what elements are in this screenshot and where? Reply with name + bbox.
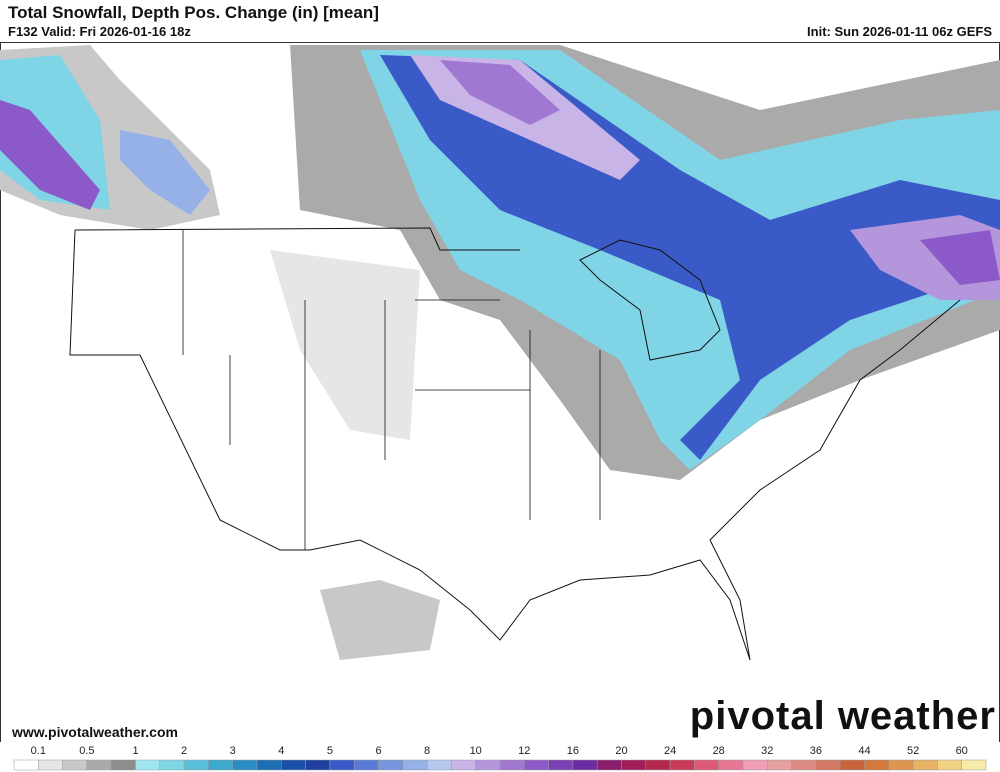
- legend-swatch: [548, 759, 574, 771]
- legend-label: 10: [470, 745, 482, 757]
- brand: pivotal weather: [689, 694, 996, 738]
- legend-swatch: [110, 759, 136, 771]
- legend-swatch: [961, 759, 987, 771]
- legend-swatch: [38, 759, 63, 771]
- website: www.pivotalweather.com: [12, 724, 178, 740]
- snow-area: [320, 580, 440, 660]
- legend-label: 28: [713, 745, 725, 757]
- legend-swatch: [13, 759, 39, 771]
- map-title: Total Snowfall, Depth Pos. Change (in) […: [8, 3, 379, 22]
- snow-area: [920, 230, 1000, 285]
- legend-swatch: [767, 759, 792, 771]
- legend-swatch: [645, 759, 671, 771]
- legend-label: 36: [810, 745, 822, 757]
- snow-area: [120, 130, 210, 215]
- border: [74, 227, 520, 251]
- legend-swatch: [208, 759, 233, 771]
- legend-label: 20: [615, 745, 627, 757]
- legend-swatch: [378, 759, 404, 771]
- legend-label: 5: [327, 745, 333, 757]
- legend-label: 2: [181, 745, 187, 757]
- legend-swatch: [499, 759, 525, 771]
- legend-label: 12: [518, 745, 530, 757]
- legend-label: 52: [907, 745, 919, 757]
- legend-swatch: [232, 759, 258, 771]
- state-line: [182, 230, 601, 550]
- legend-swatch: [353, 759, 379, 771]
- legend-swatch: [791, 759, 817, 771]
- legend-swatch: [524, 759, 549, 771]
- legend-label: 24: [664, 745, 676, 757]
- legend-swatch: [839, 759, 865, 771]
- init-time: Init: Sun 2026-01-11 06z GEFS: [807, 24, 992, 39]
- legend-swatch: [621, 759, 647, 771]
- valid-time: F132 Valid: Fri 2026-01-16 18z: [8, 24, 191, 39]
- legend-swatch: [159, 759, 185, 771]
- legend-swatch: [426, 759, 452, 771]
- legend-swatch: [572, 759, 598, 771]
- legend-label: 0.5: [79, 745, 94, 757]
- legend-swatch: [183, 759, 209, 771]
- legend-swatch: [912, 759, 938, 771]
- legend-swatch: [742, 759, 768, 771]
- legend-swatch: [669, 759, 695, 771]
- snow-area: [0, 100, 100, 210]
- legend-swatch: [596, 759, 622, 771]
- legend-label: 3: [230, 745, 236, 757]
- boundaries: [69, 227, 961, 661]
- legend-swatch: [694, 759, 719, 771]
- legend-swatch: [451, 759, 476, 771]
- legend-swatch: [256, 759, 282, 771]
- legend-swatch: [815, 759, 841, 771]
- legend-swatch: [62, 759, 88, 771]
- legend-swatch: [329, 759, 355, 771]
- legend-swatch: [135, 759, 161, 771]
- legend-swatch: [402, 759, 428, 771]
- legend-swatch: [86, 759, 112, 771]
- lake: [579, 239, 721, 361]
- legend-swatch: [888, 759, 914, 771]
- legend-label: 8: [424, 745, 430, 757]
- legend-label: 60: [956, 745, 968, 757]
- snowfall-field: [0, 45, 1000, 660]
- legend-swatch: [937, 759, 962, 771]
- legend-swatch: [475, 759, 501, 771]
- snow-area: [270, 250, 420, 440]
- legend-label: 32: [761, 745, 773, 757]
- snow-area: [380, 55, 1000, 460]
- snow-area: [440, 60, 560, 125]
- legend-label: 44: [858, 745, 870, 757]
- legend-swatch: [305, 759, 331, 771]
- legend-swatch: [718, 759, 744, 771]
- border: [69, 229, 961, 661]
- legend-label: 4: [278, 745, 284, 757]
- legend-swatch: [281, 759, 306, 771]
- legend-label: 6: [375, 745, 381, 757]
- legend-label: 1: [132, 745, 138, 757]
- legend-label: 16: [567, 745, 579, 757]
- legend-swatch: [864, 759, 890, 771]
- legend-label: 0.1: [31, 745, 46, 757]
